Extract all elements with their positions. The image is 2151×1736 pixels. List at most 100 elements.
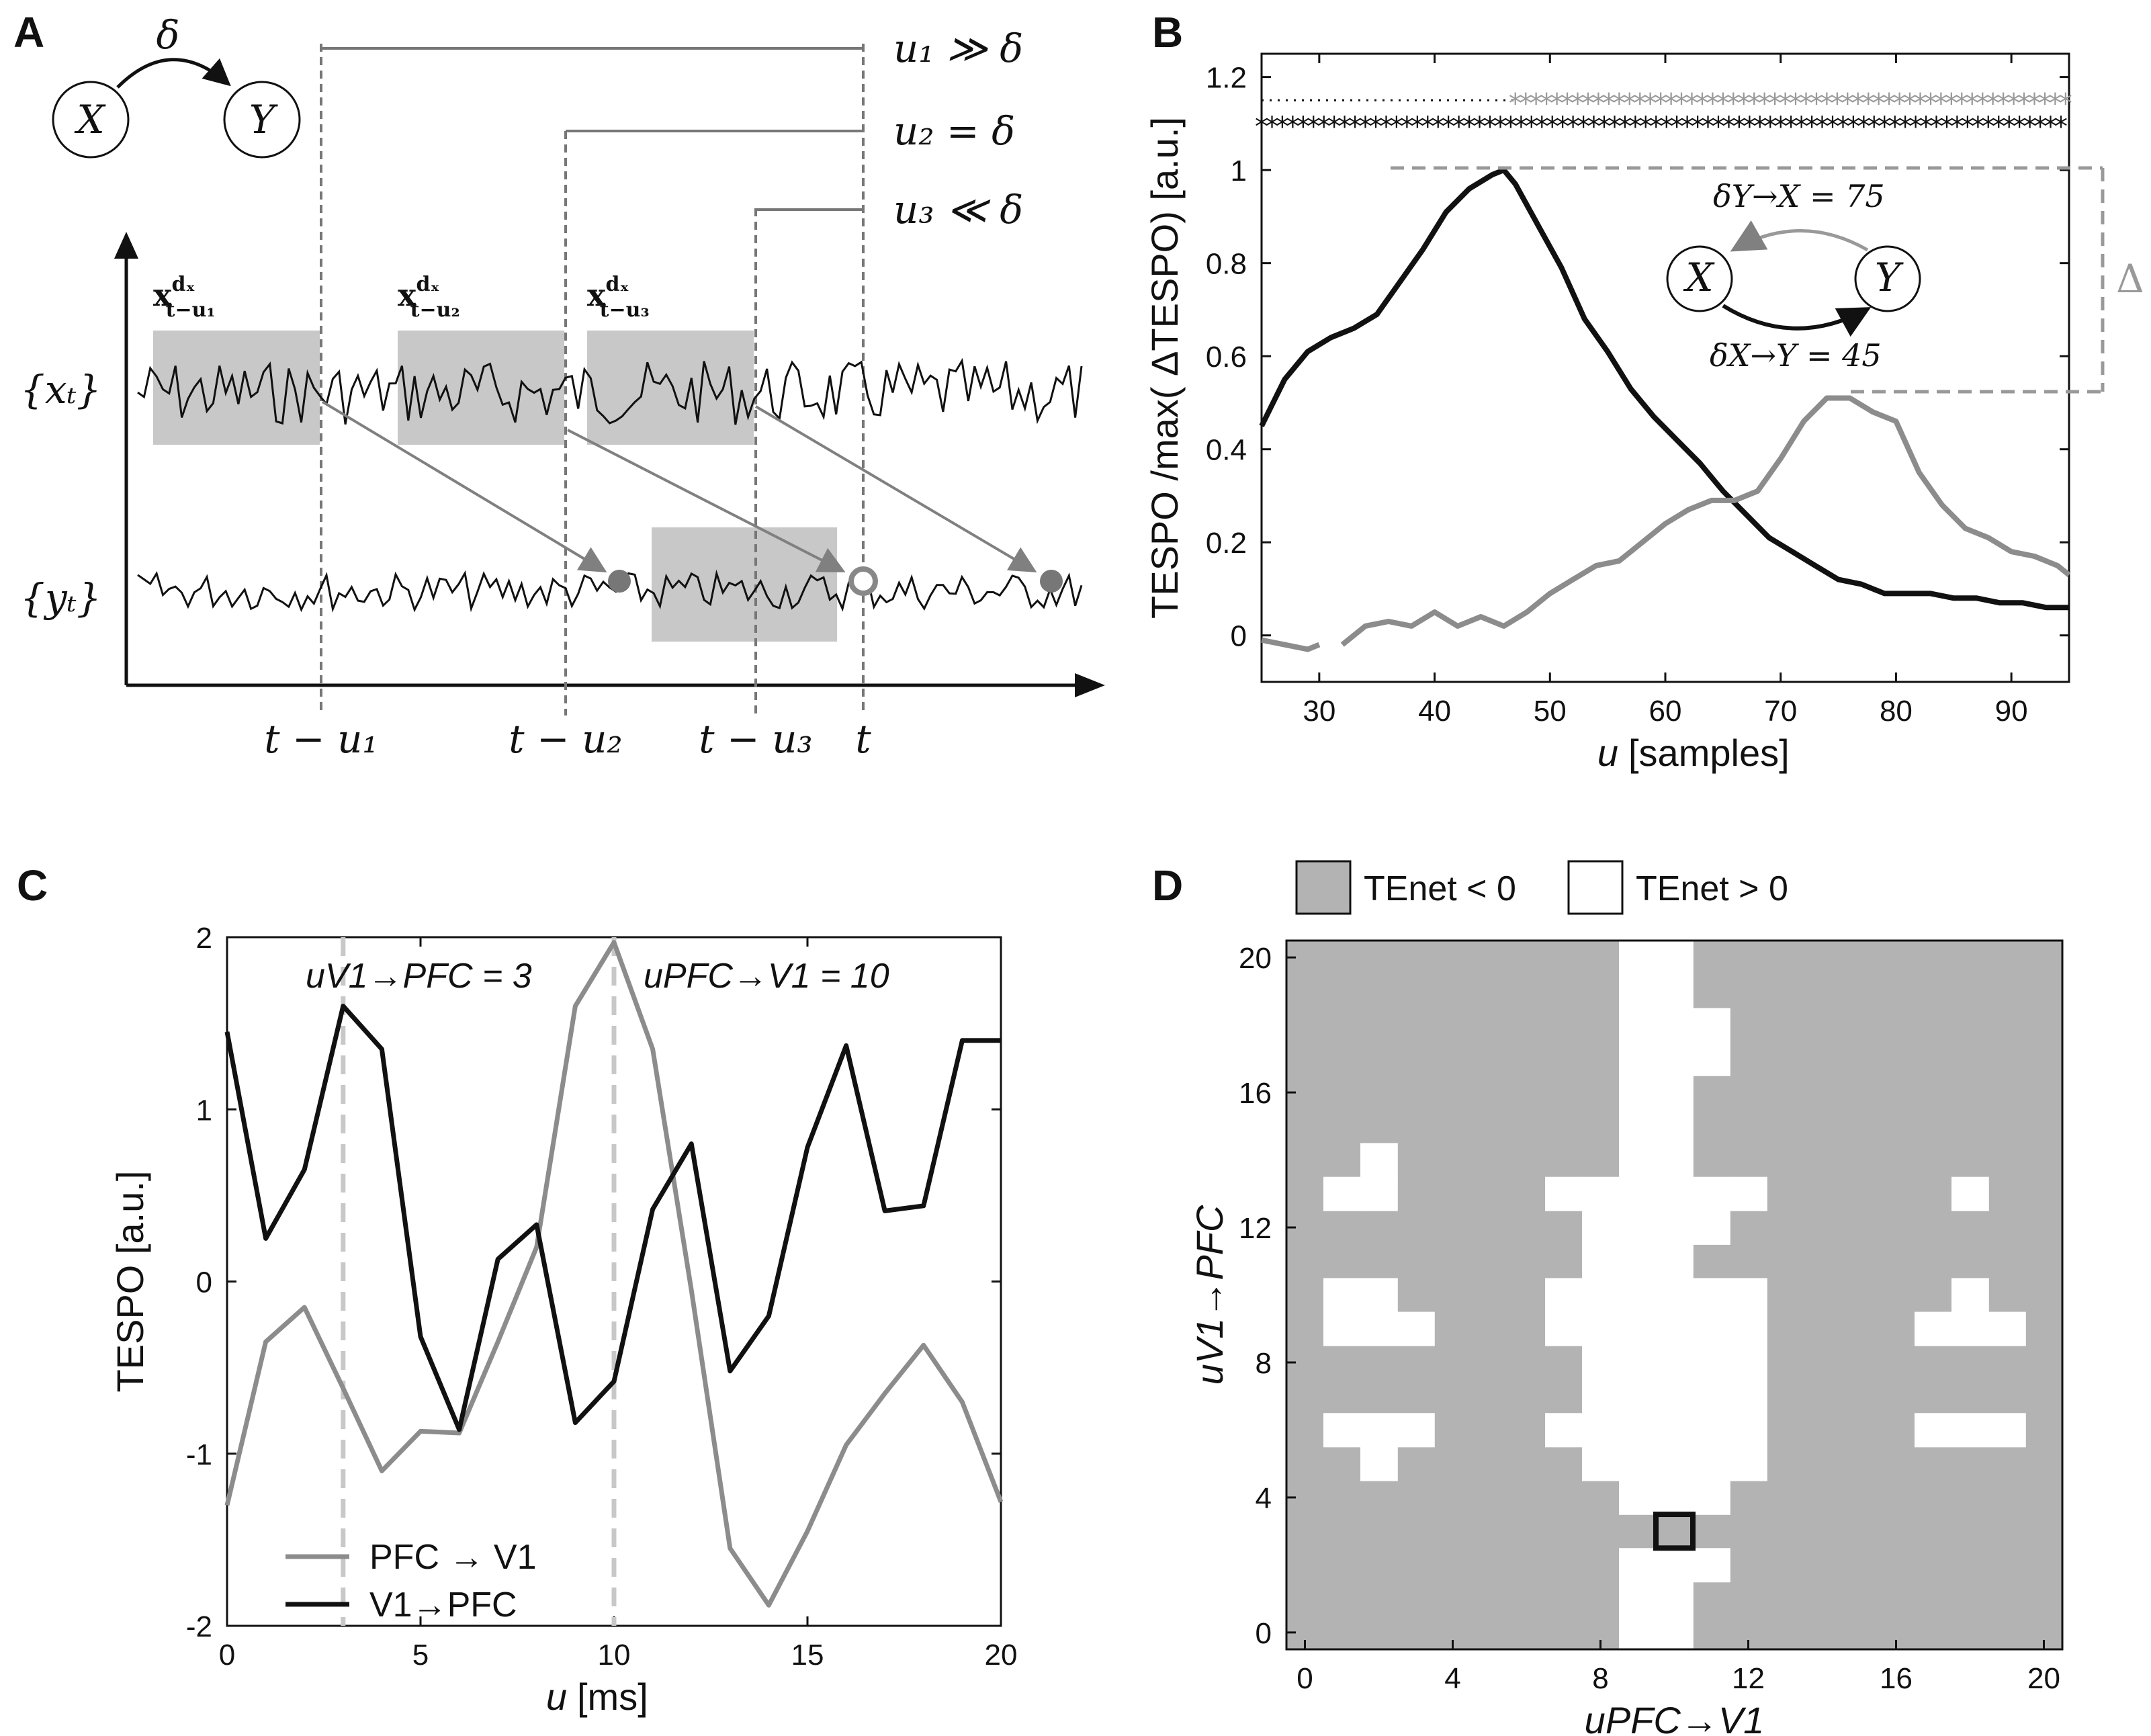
window-label-u1: xdₓ t−u₁: [153, 273, 216, 322]
legend-label-positive: TEnet > 0: [1636, 869, 1788, 908]
heatmap-cell-positive: [1730, 1446, 1767, 1481]
heatmap-cell-positive: [1619, 1480, 1657, 1515]
plot-frame: [1260, 52, 2070, 683]
panel-letter-d: D: [1152, 861, 1183, 910]
heatmap-cell-positive: [1656, 1379, 1694, 1414]
significance-gray-marker: *: [1955, 88, 1968, 119]
significance-black-marker: *: [1992, 112, 2005, 142]
panel-letter-c: C: [17, 861, 48, 910]
heatmap-cell-positive: [1582, 1176, 1620, 1211]
significance-black-marker: *: [1452, 112, 1466, 142]
significance-black-marker: *: [1681, 112, 1694, 142]
heatmap-cell-positive: [1656, 1076, 1694, 1110]
heatmap-cell-positive: [1582, 1278, 1620, 1313]
significance-black-marker: *: [1909, 112, 1923, 142]
significance-gray-marker: *: [1861, 88, 1875, 119]
significance-gray-marker: *: [2027, 88, 2041, 119]
heatmap-cell-positive: [1951, 1176, 1989, 1211]
annotation-v1-pfc: uV1→PFC = 3: [306, 957, 532, 996]
y-tick-label: -1: [186, 1438, 212, 1471]
significance-black-marker: *: [1442, 112, 1455, 142]
heatmap-cell-positive: [1582, 1345, 1620, 1380]
significance-black-marker: *: [1473, 112, 1487, 142]
x-tick-label: 8: [1592, 1662, 1608, 1695]
y-tick-label: 1: [1231, 155, 1247, 187]
y-tick-label: 2: [196, 922, 212, 955]
significance-black-marker: *: [2054, 112, 2068, 142]
y-tick-label: -2: [186, 1610, 212, 1643]
significance-black-marker: *: [1836, 112, 1849, 142]
significance-black-marker: *: [1255, 112, 1268, 142]
lag-label-u3: u₃ ≪ δ: [893, 187, 1023, 232]
transfer-arrow-u2: [567, 429, 846, 572]
significance-black-marker: *: [1753, 112, 1767, 142]
significance-gray-marker: *: [1509, 88, 1522, 119]
significance-black-marker: *: [1784, 112, 1798, 142]
x-axis-label-unit: [ms]: [577, 1676, 648, 1718]
heatmap-cell-positive: [1545, 1413, 1583, 1448]
significance-gray-marker: *: [1976, 88, 1989, 119]
significance-gray-marker: *: [1737, 88, 1751, 119]
heatmap-cell-positive: [1619, 1379, 1657, 1414]
heatmap-cell-positive: [1619, 1311, 1657, 1346]
legend-label-v1-pfc: V1→PFC: [369, 1586, 517, 1624]
significance-gray-marker: *: [2007, 88, 2021, 119]
causal-arrow: [116, 58, 231, 89]
significance-black-marker: *: [1546, 112, 1559, 142]
heatmap-cell-positive: [1619, 1008, 1657, 1043]
inset-node-x: [1666, 245, 1733, 312]
heatmap-cell-positive: [1582, 1413, 1620, 1448]
heatmap-cell-positive: [1693, 1480, 1730, 1515]
heatmap-cell-positive: [1656, 1615, 1694, 1650]
significance-gray-marker: *: [1882, 88, 1896, 119]
x-tick-label: 20: [2027, 1662, 2060, 1695]
significance-gray-marker: *: [1986, 88, 2000, 119]
significance-black-marker: *: [1649, 112, 1663, 142]
significance-black-marker: *: [1732, 112, 1746, 142]
heatmap-cell-positive: [1619, 1615, 1657, 1650]
significance-black-marker: *: [1597, 112, 1611, 142]
panel-letter-b: B: [1152, 8, 1183, 56]
y-tick-label: 20: [1239, 942, 1272, 975]
time-label-t-u3: t − u₃: [699, 716, 812, 762]
heatmap-cell-positive: [1656, 1210, 1694, 1245]
heatmap-cell-positive: [1582, 1244, 1620, 1279]
heatmap-cell-positive: [1619, 1244, 1657, 1279]
heatmap-cell-positive: [1656, 1109, 1694, 1144]
window-label-u2: xdₓ t−u₂: [398, 273, 460, 322]
heatmap-cell-positive: [1988, 1413, 2026, 1448]
significance-gray-marker: *: [1913, 88, 1927, 119]
significance-black-marker: *: [1971, 112, 1984, 142]
y-tick-label: 0.8: [1206, 248, 1247, 281]
heatmap-cell-positive: [1360, 1143, 1398, 1178]
heatmap-cell-positive: [1323, 1278, 1361, 1313]
significance-gray-marker: *: [1768, 88, 1782, 119]
significance-gray-marker: *: [1779, 88, 1792, 119]
heatmap-cell-positive: [1619, 1446, 1657, 1481]
significance-black-marker: *: [1567, 112, 1580, 142]
significance-gray-marker: *: [1893, 88, 1906, 119]
window-label-u3: xdₓ t−u₃: [587, 273, 650, 322]
significance-gray-marker: *: [1747, 88, 1761, 119]
x-tick-label: 12: [1732, 1662, 1765, 1695]
significance-black-marker: *: [1504, 112, 1518, 142]
legend-swatch-negative: [1295, 860, 1352, 915]
significance-gray-marker: *: [1820, 88, 1833, 119]
heatmap-cell-positive: [1360, 1278, 1398, 1313]
node-x: [52, 81, 130, 159]
y-tick-label: 0.4: [1206, 434, 1247, 467]
significance-black-marker: *: [2003, 112, 2016, 142]
significance-gray-marker: *: [1726, 88, 1740, 119]
significance-gray-marker: *: [1696, 88, 1709, 119]
heatmap-cell-positive: [1730, 1311, 1767, 1346]
significance-gray-marker: *: [1633, 88, 1647, 119]
heatmap-cell-positive: [1656, 1176, 1694, 1211]
significance-black-marker: *: [1774, 112, 1788, 142]
y-tick-label: 1: [196, 1094, 212, 1127]
heatmap-cell-positive: [1693, 1311, 1730, 1346]
plot-d: 0 4 8 12 16 20 0 4 8 12 16 20 uPFC→V1 uV1→PFC: [1188, 939, 2064, 1736]
window-y: [652, 527, 837, 642]
highlight-cell: [1653, 1512, 1696, 1551]
panel-a: A X Y δ u₁ ≫ δ u₂ = δ u₃ ≪ δ xdₓ t−u₁ xdₓ…: [13, 8, 1105, 762]
significance-gray-marker: *: [1581, 88, 1595, 119]
